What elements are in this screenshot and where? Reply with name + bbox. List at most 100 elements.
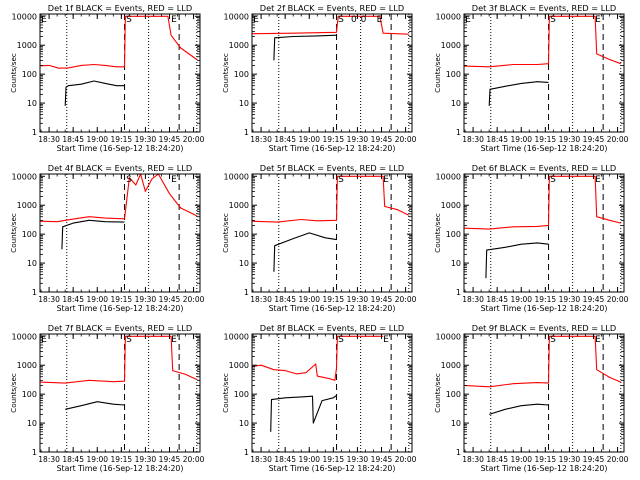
x-tick-label: 19:15 [111, 135, 133, 144]
y-tick-label: 10000 [224, 12, 249, 21]
annotation-marker: E [465, 15, 471, 25]
panel-title: Det 2f BLACK = Events, RED = LLD [260, 3, 404, 13]
x-tick-label: 19:30 [135, 135, 157, 144]
y-tick-label: 1 [32, 128, 37, 137]
annotation-marker: E [383, 175, 389, 185]
y-tick-label: 10 [27, 99, 37, 108]
x-tick-label: 20:00 [607, 295, 629, 304]
y-tick-label: 10 [27, 259, 37, 268]
y-tick-label: 1000 [441, 41, 461, 50]
x-tick-label: 18:45 [274, 455, 296, 464]
detector-panel-6: Det 6f BLACK = Events, RED = LLD S E 1 10 100… [433, 163, 629, 313]
lld-series-line [39, 15, 198, 69]
plot-frame [251, 173, 413, 293]
plot-frame [39, 333, 201, 453]
x-axis-label: Start Time (16-Sep-12 18:24:20) [481, 304, 608, 313]
events-series-line [488, 81, 549, 106]
x-tick-label: 19:00 [298, 135, 320, 144]
x-tick-label: 18:30 [38, 455, 60, 464]
y-tick-label: 10000 [436, 172, 461, 181]
y-tick-label: 1000 [17, 41, 37, 50]
x-tick-label: 20:00 [183, 295, 205, 304]
x-tick-label: 19:00 [298, 295, 320, 304]
x-tick-label: 19:45 [159, 455, 181, 464]
x-tick-label: 19:30 [347, 295, 369, 304]
y-tick-label: 100 [446, 230, 461, 239]
y-tick-label: 1000 [229, 41, 249, 50]
y-tick-label: 10 [451, 99, 461, 108]
annotation-marker: S [550, 175, 556, 185]
x-tick-label: 19:15 [535, 295, 557, 304]
panel-title: Det 1f BLACK = Events, RED = LLD [48, 3, 192, 13]
lld-series-line [251, 335, 384, 381]
x-axis-label: Start Time (16-Sep-12 18:24:20) [57, 144, 184, 153]
plot-frame [463, 333, 625, 453]
annotation-marker: E [171, 15, 177, 25]
x-tick-label: 18:45 [62, 295, 84, 304]
x-axis-label: Start Time (16-Sep-12 18:24:20) [269, 144, 396, 153]
annotation-marker: S [126, 175, 132, 185]
x-tick-label: 19:30 [347, 135, 369, 144]
y-tick-label: 1000 [17, 201, 37, 210]
x-tick-label: 19:45 [371, 135, 393, 144]
y-tick-label: 1 [456, 448, 461, 457]
y-tick-label: 100 [234, 390, 249, 399]
panel-title: Det 5f BLACK = Events, RED = LLD [260, 163, 404, 173]
x-tick-label: 18:45 [274, 135, 296, 144]
lld-series-line [463, 15, 621, 68]
panel-title: Det 6f BLACK = Events, RED = LLD [472, 163, 616, 173]
x-tick-label: 20:00 [607, 455, 629, 464]
events-series-line [485, 242, 549, 279]
plot-frame [251, 13, 413, 133]
x-tick-label: 18:30 [250, 455, 272, 464]
y-tick-label: 100 [234, 230, 249, 239]
y-tick-label: 1000 [229, 361, 249, 370]
x-tick-label: 19:45 [371, 295, 393, 304]
annotation-marker: S [550, 335, 556, 345]
x-tick-label: 19:15 [535, 135, 557, 144]
y-tick-label: 100 [22, 390, 37, 399]
annotation-marker: E [171, 175, 177, 185]
x-tick-label: 18:45 [486, 455, 508, 464]
y-tick-label: 10000 [436, 12, 461, 21]
y-axis-label: Counts/sec [9, 213, 18, 253]
x-tick-label: 20:00 [183, 455, 205, 464]
x-tick-label: 18:45 [486, 295, 508, 304]
y-tick-label: 1 [32, 288, 37, 297]
x-axis-label: Start Time (16-Sep-12 18:24:20) [57, 304, 184, 313]
x-tick-label: 20:00 [607, 135, 629, 144]
plot-frame [39, 13, 201, 133]
events-series-line [273, 34, 337, 61]
y-tick-label: 1000 [441, 361, 461, 370]
x-tick-label: 18:45 [62, 455, 84, 464]
y-tick-label: 1000 [441, 201, 461, 210]
annotation-marker: E [41, 15, 47, 25]
y-tick-label: 10000 [436, 332, 461, 341]
y-tick-label: 10 [239, 419, 249, 428]
x-tick-label: 19:15 [111, 455, 133, 464]
annotation-marker: S [338, 175, 344, 185]
panel-title: Det 9f BLACK = Events, RED = LLD [472, 323, 616, 333]
x-tick-label: 19:30 [559, 295, 581, 304]
annotation-marker: S [338, 15, 344, 25]
events-series-line [270, 395, 337, 432]
y-tick-label: 1 [456, 288, 461, 297]
x-tick-label: 19:00 [510, 295, 532, 304]
y-tick-label: 10 [451, 259, 461, 268]
y-tick-label: 10000 [12, 12, 37, 21]
x-tick-label: 18:30 [462, 135, 484, 144]
x-tick-label: 19:45 [371, 455, 393, 464]
y-axis-label: Counts/sec [221, 373, 230, 413]
lld-series-line [39, 173, 198, 223]
panel-title: Det 3f BLACK = Events, RED = LLD [472, 3, 616, 13]
y-axis-label: Counts/sec [433, 213, 442, 253]
x-tick-label: 19:45 [583, 295, 605, 304]
annotation-marker: E [253, 15, 259, 25]
y-axis-label: Counts/sec [433, 373, 442, 413]
y-tick-label: 1 [32, 448, 37, 457]
x-tick-label: 18:45 [62, 135, 84, 144]
annotation-marker: S [126, 15, 132, 25]
x-tick-label: 19:00 [510, 135, 532, 144]
x-tick-label: 19:00 [86, 455, 108, 464]
detector-panel-5: Det 5f BLACK = Events, RED = LLD S E 1 10 100… [221, 163, 417, 313]
